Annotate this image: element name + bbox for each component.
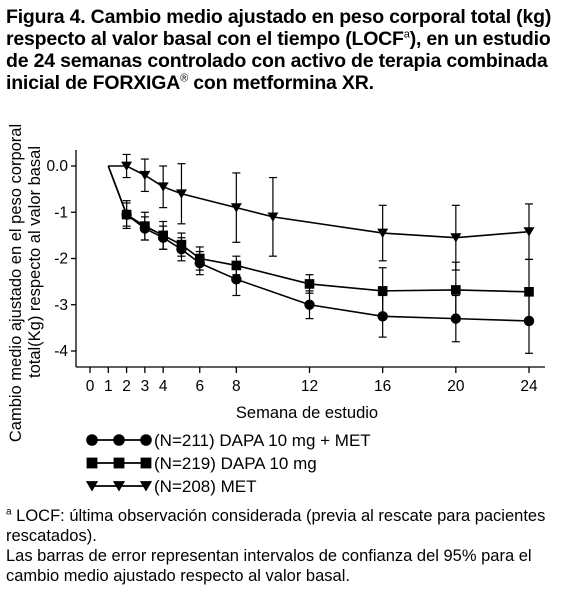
- y-tick-label: -4: [54, 343, 68, 360]
- data-point: [139, 170, 151, 181]
- x-axis-label: Semana de estudio: [236, 404, 378, 422]
- data-point: [121, 161, 133, 171]
- legend-marker: [86, 457, 98, 469]
- data-point: [231, 260, 242, 271]
- footnote-locf-text: LOCF: última observación considerada (pr…: [6, 507, 546, 545]
- x-tick-label: 6: [195, 378, 204, 395]
- legend-label: (N=219) DAPA 10 mg: [154, 454, 317, 473]
- data-point: [524, 287, 534, 297]
- data-point: [450, 313, 462, 324]
- y-tick-label: -2: [54, 251, 68, 268]
- legend-marker: [112, 481, 126, 492]
- line-chart: 0.0-1-2-3-40 1 2 3 4 6 8 12 16 20 24 Cambio medio …: [7, 124, 545, 496]
- title-part2: ), en un estudio de 24 semanas controlad…: [6, 28, 551, 94]
- x-tick-label: 2: [122, 378, 131, 395]
- data-point: [175, 189, 187, 199]
- x-tick-label: 3: [141, 378, 150, 395]
- data-point: [158, 230, 168, 241]
- x-tick-label: 12: [301, 378, 318, 395]
- y-tick-label: -1: [54, 204, 68, 221]
- legend-entry: (N=219) DAPA 10 mg: [86, 454, 317, 473]
- series-triangle-down: [108, 153, 535, 271]
- legend-entry: (N=208) MET: [85, 477, 257, 496]
- y-tick-label: 0.0: [46, 158, 68, 175]
- data-point: [157, 182, 169, 192]
- legend: (N=211) DAPA 10 mg + MET (N=219) DAPA 10 …: [85, 431, 371, 496]
- x-tick-label: 0: [86, 378, 95, 395]
- data-point: [230, 203, 242, 213]
- footnote-error-bars: Las barras de error representan interval…: [6, 547, 532, 585]
- data-point: [121, 209, 132, 220]
- x-tick-label: 1: [104, 378, 113, 395]
- series-line: [107, 165, 530, 293]
- x-tick-label: 16: [374, 378, 391, 395]
- data-point: [377, 228, 389, 239]
- data-point: [451, 285, 461, 295]
- title-part1: Figura 4. Cambio medio ajustado en peso …: [6, 6, 552, 50]
- footnotes: a LOCF: última observación considerada (…: [6, 506, 568, 586]
- series-square: [107, 165, 534, 325]
- data-point: [194, 253, 205, 264]
- y-tick-label: -3: [54, 297, 68, 314]
- legend-marker: [140, 434, 152, 446]
- data-point: [231, 274, 242, 285]
- legend-marker: [85, 481, 99, 492]
- x-tick-label: 20: [447, 378, 465, 395]
- data-point: [523, 227, 535, 237]
- x-tick-label: 8: [232, 378, 241, 395]
- title-sup: a: [403, 28, 410, 41]
- legend-entry: (N=211) DAPA 10 mg + MET: [86, 431, 371, 450]
- title-part3: con metformina XR.: [188, 72, 374, 94]
- data-point: [304, 279, 315, 289]
- series-line: [108, 165, 530, 239]
- x-tick-label: 24: [520, 378, 538, 395]
- y-axis-label-line2: total(Kg) respecto al valor basal: [26, 146, 44, 378]
- data-point: [267, 212, 279, 222]
- data-point: [140, 221, 150, 231]
- y-axis-label-line1: Cambio medio ajustado en el peso corpora…: [7, 124, 25, 442]
- legend-marker: [140, 457, 152, 469]
- legend-label: (N=208) MET: [154, 477, 257, 496]
- legend-marker: [113, 457, 125, 469]
- legend-marker: [139, 481, 153, 492]
- data-point: [304, 299, 315, 310]
- title-reg: ®: [180, 72, 189, 85]
- footnote-locf: a LOCF: última observación considerada (…: [6, 506, 568, 546]
- data-point: [377, 286, 388, 296]
- legend-marker: [86, 434, 98, 446]
- data-point: [450, 233, 462, 243]
- series-circle: [107, 165, 535, 354]
- figure-title: Figura 4. Cambio medio ajustado en peso …: [6, 6, 568, 94]
- footnote-sup: a: [6, 506, 12, 518]
- x-tick-label: 4: [159, 378, 168, 395]
- data-point: [176, 239, 187, 250]
- legend-label: (N=211) DAPA 10 mg + MET: [154, 431, 371, 450]
- series-layer: [107, 153, 535, 354]
- axes: 0.0-1-2-3-40 1 2 3 4 6 8 12 16 20 24: [46, 150, 545, 395]
- legend-marker: [113, 434, 125, 446]
